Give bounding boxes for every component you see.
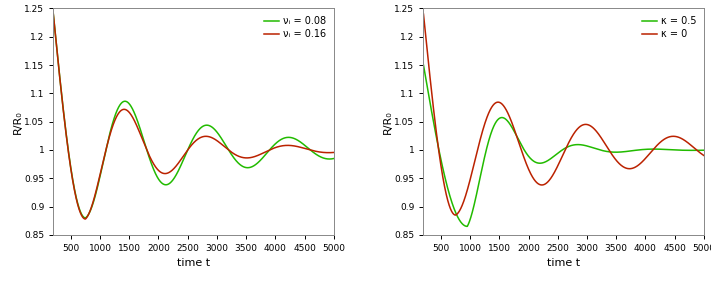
X-axis label: time t: time t xyxy=(177,258,210,269)
Legend: κ = 0.5, κ = 0: κ = 0.5, κ = 0 xyxy=(639,13,699,42)
Legend: νᵢ = 0.08, νᵢ = 0.16: νᵢ = 0.08, νᵢ = 0.16 xyxy=(262,13,329,42)
X-axis label: time t: time t xyxy=(547,258,580,269)
Y-axis label: R/R₀: R/R₀ xyxy=(383,110,393,134)
Y-axis label: R/R₀: R/R₀ xyxy=(13,110,23,134)
